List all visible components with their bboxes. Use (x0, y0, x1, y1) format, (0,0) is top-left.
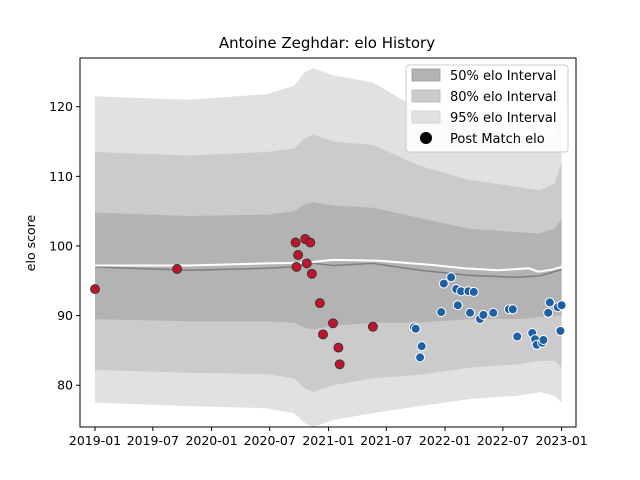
chart-title: Antoine Zeghdar: elo History (219, 34, 435, 52)
band-50 (95, 202, 562, 330)
white-elo-line (95, 258, 562, 273)
legend-label-80: 80% elo Interval (450, 90, 557, 105)
y-axis-label: elo score (23, 215, 38, 272)
legend-marker-post-match (420, 132, 432, 144)
legend: 50% elo Interval 80% elo Interval 95% el… (405, 64, 569, 153)
post-match-point-loss (328, 318, 338, 329)
post-match-point-win (415, 352, 426, 363)
post-match-point-win (543, 307, 554, 318)
post-match-point-loss (306, 268, 317, 279)
post-match-point-loss (334, 359, 345, 370)
y-tick-label: 80 (57, 378, 73, 393)
y-tick-label: 100 (49, 238, 73, 253)
post-match-point-win (478, 309, 489, 320)
legend-label-50: 50% elo Interval (450, 69, 557, 84)
y-axis: 80 90 100 110 120 (49, 99, 80, 393)
post-match-point-win (538, 335, 549, 345)
post-match-point-loss (172, 264, 183, 274)
post-match-point-win (512, 331, 523, 342)
elo-lines (94, 258, 562, 279)
post-match-point-loss (305, 237, 316, 248)
post-match-point-loss (291, 261, 302, 272)
post-match-point-loss (293, 250, 304, 260)
legend-box (405, 64, 569, 153)
post-match-point-loss (333, 342, 344, 353)
post-match-point-win (438, 278, 449, 289)
post-match-point-win (556, 300, 567, 311)
x-tick-label: 2020-01 (185, 433, 237, 448)
post-match-point-win (488, 307, 499, 318)
post-match-point-win (436, 307, 447, 318)
post-match-point-win (555, 325, 566, 336)
x-tick-label: 2020-07 (244, 433, 296, 448)
post-match-point-loss (314, 298, 325, 309)
post-match-point-loss (290, 237, 301, 248)
post-match-point-win (446, 272, 457, 283)
post-match-point-win (452, 300, 463, 311)
post-match-point-loss (367, 321, 378, 332)
x-tick-label: 2023-01 (536, 433, 588, 448)
mean-elo-line (94, 262, 562, 279)
x-tick-label: 2019-01 (69, 433, 121, 448)
post-match-point-loss (318, 329, 328, 340)
interval-bands (95, 68, 562, 428)
x-tick-label: 2021-07 (360, 433, 412, 448)
x-tick-label: 2019-07 (127, 433, 179, 448)
y-tick-label: 120 (49, 99, 73, 114)
legend-label-post-match: Post Match elo (450, 132, 545, 147)
x-tick-label: 2022-01 (419, 433, 471, 448)
post-match-point-win (468, 286, 479, 297)
x-axis: 2019-01 2019-07 2020-01 2020-07 2021-01 2021-… (69, 427, 588, 448)
post-match-points (90, 234, 567, 370)
y-tick-label: 90 (57, 308, 73, 323)
legend-swatch-95 (411, 110, 441, 124)
post-match-point-loss (301, 258, 312, 269)
post-match-point-loss (90, 284, 100, 295)
legend-label-95: 95% elo Interval (450, 111, 557, 126)
legend-swatch-50 (411, 68, 441, 82)
post-match-point-win (544, 297, 555, 308)
post-match-point-win (507, 304, 518, 315)
post-match-point-win (410, 323, 421, 334)
x-tick-label: 2021-01 (302, 433, 354, 448)
x-tick-label: 2022-07 (477, 433, 529, 448)
post-match-point-win (416, 341, 427, 352)
post-match-point-win (465, 307, 475, 318)
y-tick-label: 110 (49, 169, 73, 184)
legend-swatch-80 (411, 89, 441, 103)
plot-area (90, 68, 567, 428)
